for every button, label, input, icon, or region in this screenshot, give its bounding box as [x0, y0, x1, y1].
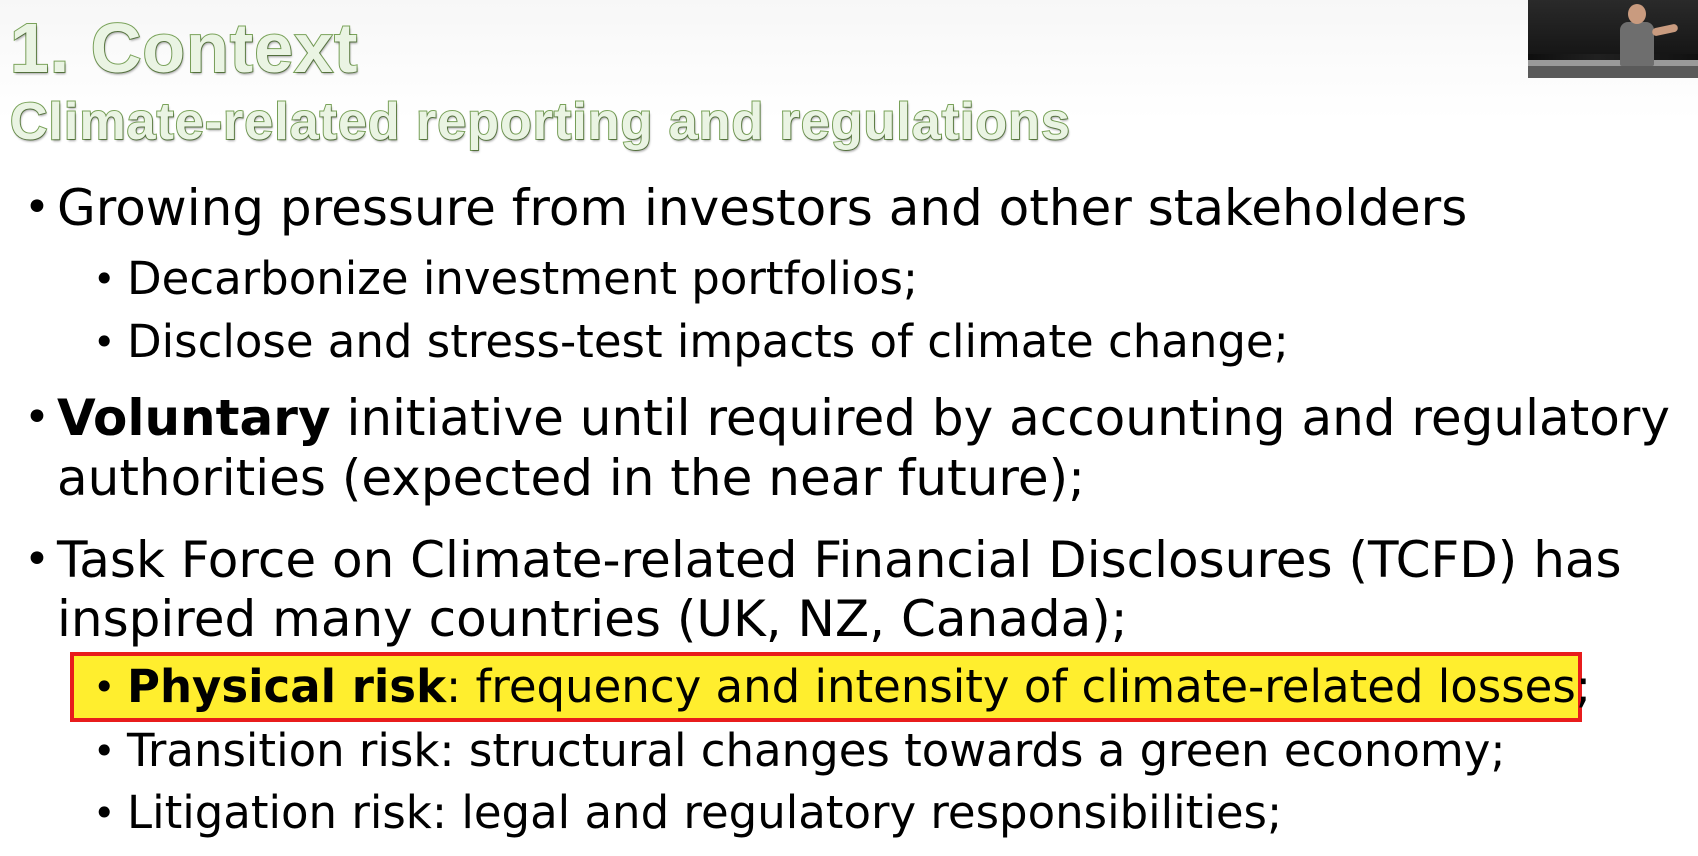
bullet-text: : frequency and intensity of climate-rel… — [446, 660, 1591, 713]
bullet-dot-icon: • — [93, 257, 116, 301]
sub-bullet-transition-risk: • Transition risk: structural changes to… — [93, 720, 1506, 782]
webcam-floor — [1528, 66, 1698, 78]
presenter-body — [1620, 22, 1654, 66]
bullet-bold-text: Physical risk — [127, 660, 447, 713]
bullet-text: Decarbonize investment portfolios; — [127, 252, 919, 305]
bullet-dot-icon: • — [24, 534, 50, 585]
sub-bullet-litigation-risk: • Litigation risk: legal and regulatory … — [93, 782, 1283, 844]
bullet-dot-icon: • — [93, 665, 116, 709]
bullet-dot-icon: • — [93, 729, 116, 773]
bullet-text: Disclose and stress-test impacts of clim… — [127, 315, 1289, 368]
bullet-text: inspired many countries (UK, NZ, Canada)… — [57, 590, 1128, 648]
bullet-text: Growing pressure from investors and othe… — [57, 179, 1468, 237]
bullet-voluntary: • Voluntary initiative until required by… — [24, 388, 1670, 448]
bullet-tcfd: • Task Force on Climate-related Financia… — [24, 530, 1622, 590]
bullet-bold-text: Voluntary — [57, 389, 331, 447]
sub-bullet-disclose: • Disclose and stress-test impacts of cl… — [93, 311, 1289, 373]
webcam-presenter-icon — [1528, 0, 1698, 78]
highlight-box — [70, 652, 1582, 722]
bullet-tcfd-continued: inspired many countries (UK, NZ, Canada)… — [57, 589, 1128, 649]
sub-bullet-decarbonize: • Decarbonize investment portfolios; — [93, 248, 919, 310]
webcam-ledge — [1528, 60, 1698, 66]
bullet-dot-icon: • — [93, 791, 116, 835]
bullet-text: Task Force on Climate-related Financial … — [57, 531, 1622, 589]
sub-bullet-physical-risk: • Physical risk: frequency and intensity… — [93, 656, 1591, 718]
bullet-text: Transition risk: structural changes towa… — [127, 724, 1506, 777]
presenter-head — [1628, 4, 1646, 24]
slide-subtitle: Climate-related reporting and regulation… — [9, 92, 1071, 152]
bullet-voluntary-continued: authorities (expected in the near future… — [57, 448, 1085, 508]
bullet-text: Litigation risk: legal and regulatory re… — [127, 786, 1283, 839]
bullet-dot-icon: • — [93, 320, 116, 364]
slide-title: 1. Context — [9, 8, 359, 88]
bullet-text: authorities (expected in the near future… — [57, 449, 1085, 507]
bullet-growing-pressure: • Growing pressure from investors and ot… — [24, 178, 1468, 238]
bullet-dot-icon: • — [24, 392, 50, 443]
bullet-text: initiative until required by accounting … — [330, 389, 1670, 447]
bullet-dot-icon: • — [24, 182, 50, 233]
